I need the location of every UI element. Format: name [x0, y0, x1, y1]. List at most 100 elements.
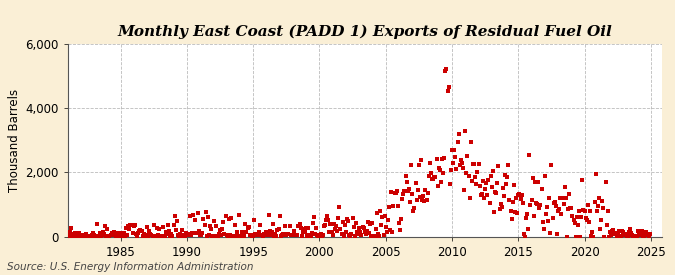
Point	[586, 233, 597, 238]
Point	[228, 234, 239, 239]
Point	[82, 234, 92, 238]
Point	[113, 231, 124, 236]
Point	[620, 232, 631, 236]
Point	[360, 232, 371, 237]
Point	[414, 195, 425, 200]
Point	[289, 229, 300, 234]
Point	[147, 234, 158, 239]
Point	[575, 234, 586, 239]
Point	[355, 230, 366, 234]
Point	[101, 233, 111, 238]
Point	[249, 218, 260, 222]
Point	[621, 234, 632, 238]
Point	[346, 232, 357, 236]
Point	[165, 234, 176, 238]
Point	[531, 201, 541, 205]
Point	[514, 192, 524, 196]
Point	[248, 233, 259, 238]
Point	[153, 233, 163, 237]
Point	[597, 199, 608, 204]
Point	[557, 196, 568, 200]
Point	[267, 222, 278, 226]
Point	[487, 169, 498, 173]
Point	[600, 179, 611, 184]
Point	[572, 223, 583, 227]
Point	[402, 189, 413, 193]
Point	[252, 233, 263, 238]
Point	[603, 234, 614, 239]
Point	[62, 234, 73, 239]
Point	[359, 230, 370, 234]
Point	[157, 225, 168, 229]
Point	[568, 218, 579, 222]
Point	[377, 215, 388, 219]
Point	[358, 226, 369, 230]
Point	[517, 201, 528, 205]
Point	[136, 229, 147, 233]
Point	[159, 234, 170, 238]
Point	[416, 158, 427, 162]
Y-axis label: Thousand Barrels: Thousand Barrels	[8, 89, 21, 192]
Point	[342, 216, 352, 221]
Point	[68, 232, 78, 236]
Point	[204, 233, 215, 237]
Point	[527, 175, 538, 180]
Point	[288, 233, 298, 238]
Point	[632, 228, 643, 233]
Point	[73, 230, 84, 235]
Point	[298, 226, 309, 231]
Point	[142, 234, 153, 239]
Point	[232, 234, 243, 238]
Point	[508, 182, 519, 187]
Point	[227, 234, 238, 238]
Point	[383, 205, 394, 210]
Point	[170, 228, 181, 232]
Point	[225, 233, 236, 237]
Point	[319, 222, 330, 227]
Point	[255, 233, 266, 237]
Point	[158, 234, 169, 238]
Point	[156, 234, 167, 238]
Point	[298, 230, 308, 235]
Point	[338, 233, 349, 238]
Point	[426, 171, 437, 175]
Point	[431, 157, 442, 161]
Point	[97, 233, 107, 238]
Point	[418, 194, 429, 199]
Point	[544, 196, 555, 200]
Point	[427, 177, 437, 181]
Point	[180, 231, 191, 235]
Point	[104, 234, 115, 238]
Point	[267, 230, 277, 235]
Point	[209, 219, 220, 223]
Point	[641, 229, 652, 234]
Point	[551, 232, 562, 236]
Point	[99, 232, 109, 236]
Point	[485, 174, 496, 179]
Point	[482, 193, 493, 197]
Point	[464, 196, 475, 200]
Point	[634, 232, 645, 237]
Point	[109, 230, 119, 235]
Point	[128, 231, 138, 236]
Point	[483, 178, 494, 182]
Point	[261, 230, 272, 235]
Point	[378, 233, 389, 237]
Point	[106, 231, 117, 236]
Point	[357, 224, 368, 229]
Point	[383, 218, 394, 222]
Point	[243, 225, 254, 230]
Point	[286, 233, 296, 237]
Point	[173, 233, 184, 238]
Point	[182, 233, 193, 238]
Point	[524, 152, 535, 157]
Point	[536, 186, 547, 191]
Point	[628, 234, 639, 238]
Point	[145, 232, 156, 236]
Point	[484, 201, 495, 205]
Point	[302, 234, 313, 238]
Point	[201, 234, 212, 238]
Point	[626, 233, 637, 237]
Point	[184, 232, 194, 236]
Point	[218, 220, 229, 224]
